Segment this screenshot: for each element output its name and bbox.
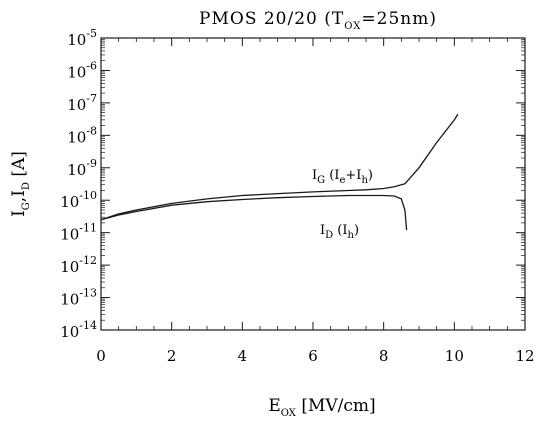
- x-tick-label: 4: [238, 347, 248, 365]
- plot-frame: [100, 37, 526, 331]
- x-tick-label: 0: [96, 347, 106, 365]
- y-axis-label: IG,ID [A]: [9, 151, 32, 217]
- y-tick-label: 10-13: [60, 287, 97, 309]
- y-tick-label: 10-8: [67, 124, 97, 146]
- y-tick-labels: 10-5 10-6 10-7 10-8 10-9 10-10 10-11 10-12 10-13…: [60, 27, 97, 341]
- x-axis-label: EOX [MV/cm]: [268, 396, 375, 419]
- series-label-ig: IG (Ie+Ih): [312, 168, 373, 186]
- series-line-0: [100, 113, 459, 221]
- chart-title: PMOS 20/20 (TOX=25nm): [199, 9, 437, 32]
- series-line-1: [100, 194, 408, 231]
- series-lines: [100, 113, 459, 231]
- x-tick-label: 6: [308, 347, 318, 365]
- x-tick-label: 10: [445, 347, 464, 365]
- y-tick-label: 10-7: [67, 92, 97, 114]
- y-tick-label: 10-12: [60, 254, 97, 276]
- x-tick-label: 12: [515, 347, 534, 365]
- y-tick-label: 10-10: [60, 189, 97, 211]
- x-tick-label: 8: [379, 347, 389, 365]
- series-label-id: ID (Ih): [320, 223, 359, 241]
- axis-ticks: [100, 37, 526, 331]
- y-tick-label: 10-14: [60, 319, 97, 341]
- y-tick-label: 10-11: [60, 222, 97, 244]
- y-tick-label: 10-6: [67, 59, 97, 81]
- y-tick-label: 10-9: [67, 157, 97, 179]
- y-tick-label: 10-5: [67, 27, 97, 49]
- x-tick-label: 2: [167, 347, 177, 365]
- x-tick-labels: 0 2 4 6 8 10 12: [96, 347, 534, 365]
